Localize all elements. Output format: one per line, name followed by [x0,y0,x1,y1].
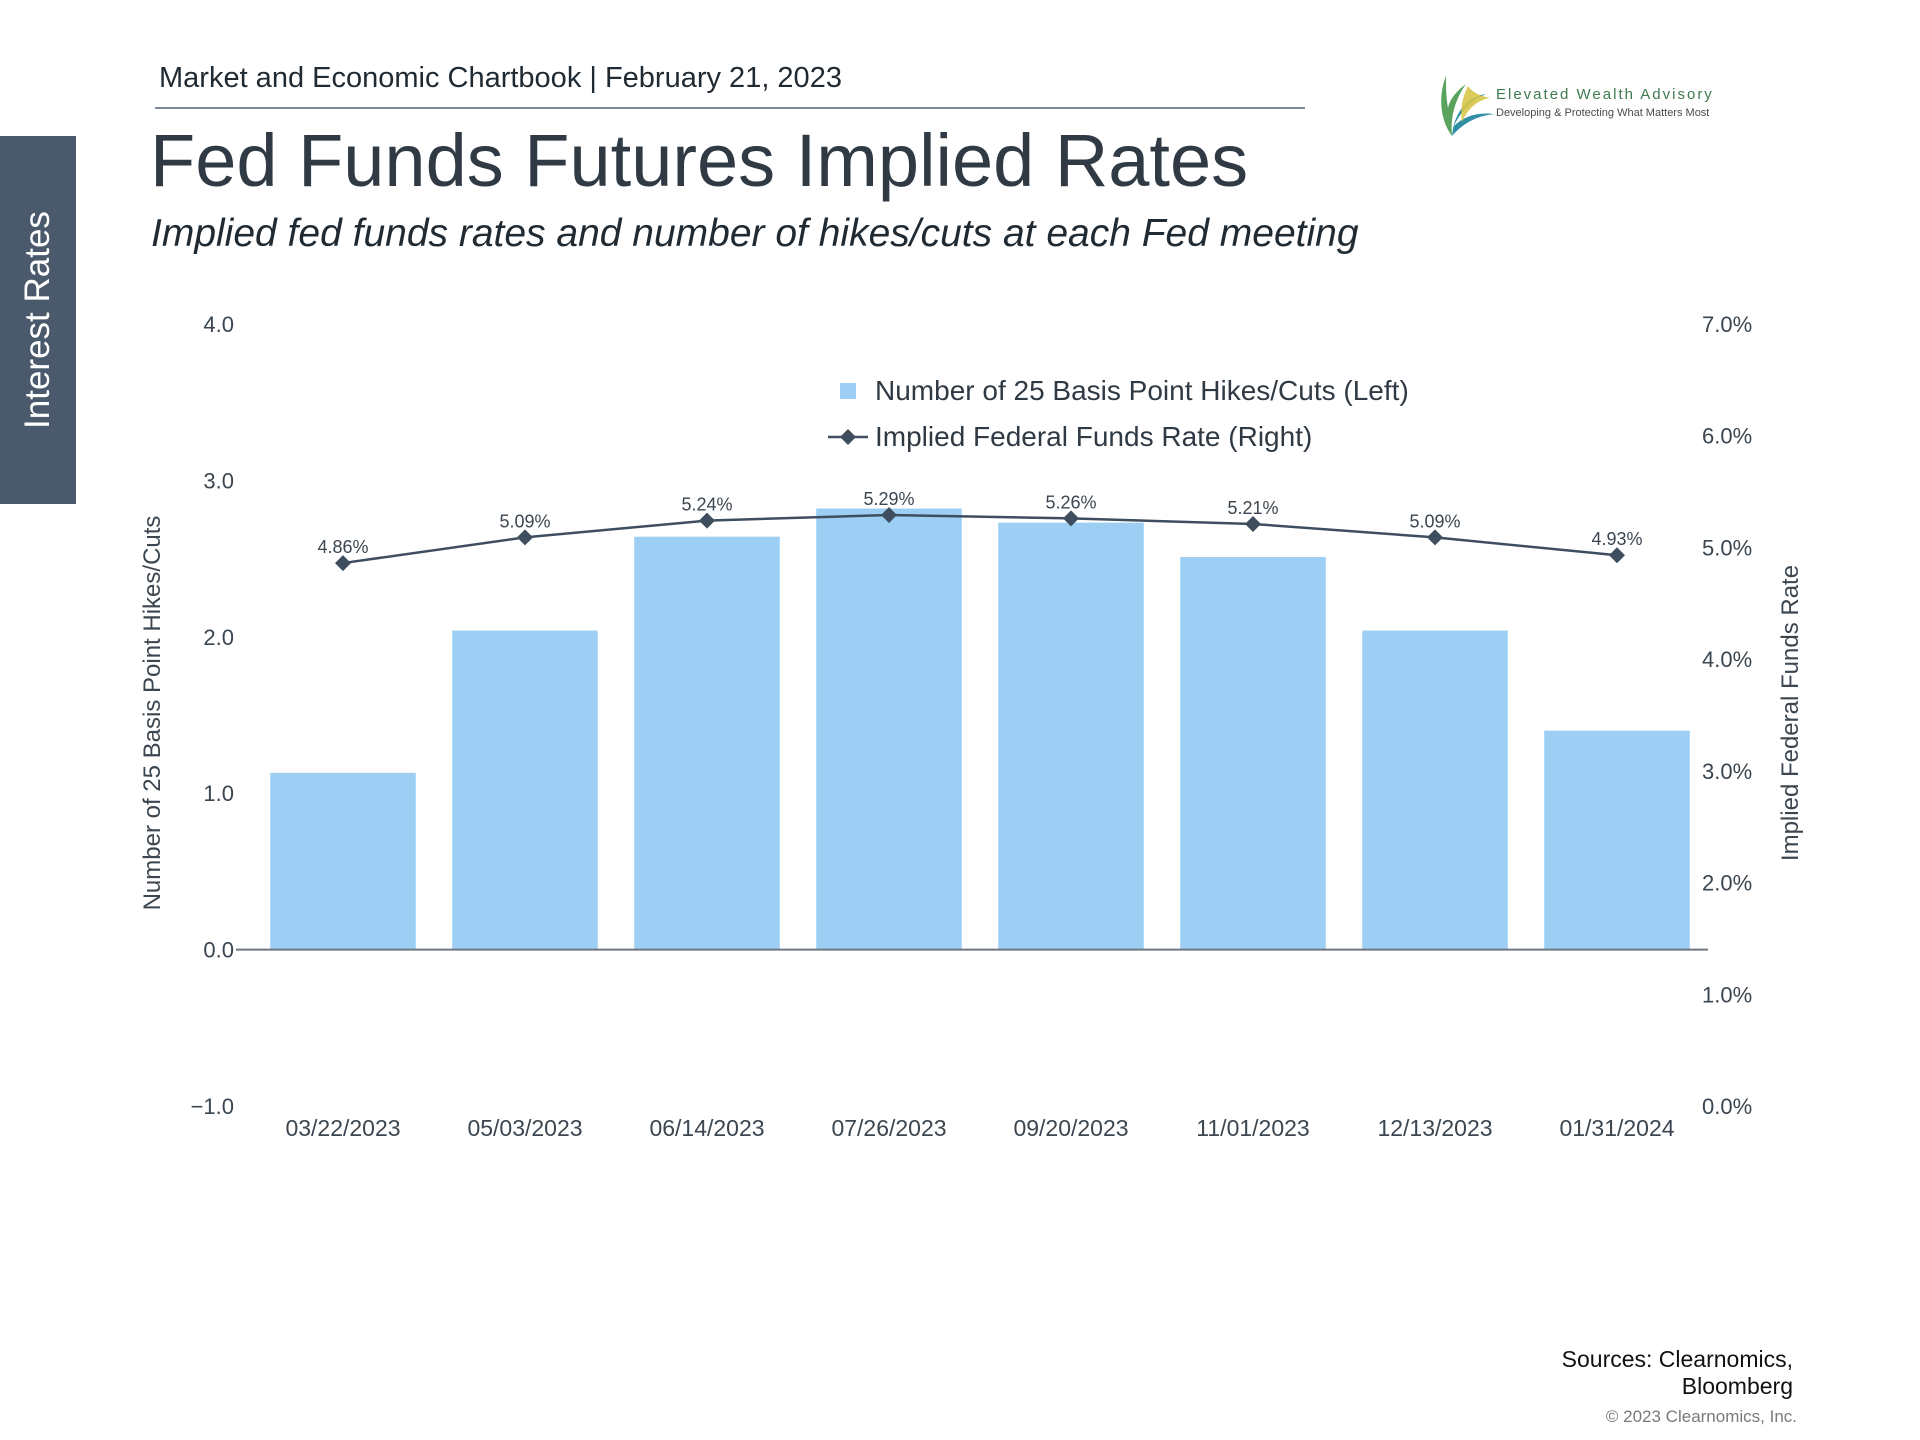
right-tick-label: 3.0% [1702,759,1752,784]
left-tick-label: −1.0 [191,1094,234,1119]
logo: Elevated Wealth Advisory Developing & Pr… [1438,72,1768,144]
left-tick-label: 2.0 [203,625,234,650]
bar [270,772,416,950]
header-line: Market and Economic Chartbook | February… [159,62,842,94]
x-tick-label: 07/26/2023 [831,1115,946,1141]
rate-point [1063,510,1079,527]
side-tab: Interest Rates [0,136,76,504]
copyright: © 2023 Clearnomics, Inc. [1605,1407,1797,1426]
right-axis-label: Implied Federal Funds Rate [1777,565,1804,861]
bar [1180,557,1326,950]
rate-data-label: 5.09% [1409,511,1460,531]
x-tick-label: 03/22/2023 [285,1115,400,1141]
rate-point [1427,529,1443,546]
left-tick-label: 3.0 [203,468,234,493]
x-tick-label: 12/13/2023 [1377,1115,1492,1141]
left-tick-label: 4.0 [203,312,234,337]
rate-point [335,555,351,572]
right-tick-label: 7.0% [1702,312,1752,337]
sources: Sources: Clearnomics, Bloomberg [1562,1346,1793,1400]
legend: Number of 25 Basis Point Hikes/Cuts (Lef… [828,375,1409,452]
rate-data-label: 4.93% [1591,529,1642,549]
legend-diamond-icon [840,429,856,445]
page-title: Fed Funds Futures Implied Rates [150,119,1249,202]
rate-point [517,529,533,546]
rate-point [1609,547,1625,564]
rate-labels: 4.86% 5.09% 5.24% 5.29% 5.26% 5.21% 5.09% 4.93% [317,489,1642,557]
x-tick-label: 09/20/2023 [1013,1115,1128,1141]
legend-bar-swatch [840,383,856,399]
sources-line-2: Bloomberg [1681,1373,1793,1399]
header-divider [155,107,1305,109]
rate-line [342,513,1618,565]
rate-data-label: 5.26% [1045,492,1096,512]
x-tick-label: 05/03/2023 [467,1115,582,1141]
rate-data-label: 5.29% [863,489,914,509]
legend-bar-label: Number of 25 Basis Point Hikes/Cuts (Lef… [875,375,1409,406]
left-axis-ticks: −1.0 0.0 1.0 2.0 3.0 4.0 [191,312,234,1119]
left-axis-label: Number of 25 Basis Point Hikes/Cuts [139,516,166,911]
x-tick-label: 01/31/2024 [1559,1115,1674,1141]
rate-point [881,507,897,524]
right-axis-ticks: 0.0% 1.0% 2.0% 3.0% 4.0% 5.0% 6.0% 7.0% [1702,312,1752,1119]
x-tick-label: 06/14/2023 [649,1115,764,1141]
bar [452,630,598,950]
right-tick-label: 5.0% [1702,535,1752,560]
page-subtitle: Implied fed funds rates and number of hi… [151,212,1359,255]
bar [1362,630,1508,950]
logo-mark-icon [1441,76,1494,136]
rate-data-label: 5.21% [1227,498,1278,518]
right-tick-label: 2.0% [1702,871,1752,896]
bar [998,522,1144,950]
left-tick-label: 1.0 [203,781,234,806]
x-axis-ticks: 03/22/2023 05/03/2023 06/14/2023 07/26/2023… [285,1115,1674,1141]
right-tick-label: 6.0% [1702,424,1752,449]
left-tick-label: 0.0 [203,938,234,963]
right-tick-label: 1.0% [1702,982,1752,1007]
bar [1544,730,1690,950]
rate-data-label: 5.09% [499,511,550,531]
rate-points [335,507,1625,572]
x-tick-label: 11/01/2023 [1196,1115,1309,1141]
bar-series [270,508,1690,950]
rate-point [1245,515,1261,532]
logo-brand: Elevated Wealth Advisory [1496,86,1714,103]
rate-data-label: 4.86% [317,537,368,557]
bar [634,536,780,950]
bar [816,508,962,950]
right-tick-label: 0.0% [1702,1094,1752,1119]
right-tick-label: 4.0% [1702,647,1752,672]
logo-tagline: Developing & Protecting What Matters Mos… [1496,107,1710,119]
sources-line-1: Sources: Clearnomics, [1561,1346,1793,1372]
legend-line-label: Implied Federal Funds Rate (Right) [875,421,1312,452]
rate-data-label: 5.24% [681,495,732,515]
rate-point [699,512,715,529]
